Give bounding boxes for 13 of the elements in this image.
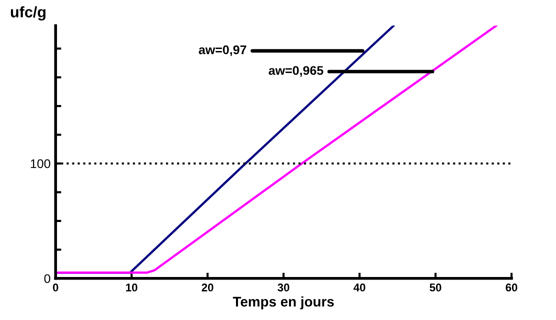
y-axis-title: ufc/g [10, 6, 46, 21]
x-tick-label: 60 [506, 284, 518, 292]
x-tick-label: 30 [278, 284, 290, 292]
x-tick-label: 0 [52, 284, 58, 292]
y-tick-label: 100 [30, 159, 50, 168]
x-tick-label: 40 [354, 284, 366, 292]
x-tick-label: 10 [126, 284, 138, 292]
annotation: aw=0,97 [198, 45, 246, 56]
x-axis-title: Temps en jours [232, 296, 334, 310]
annotation: aw=0,965 [268, 66, 324, 77]
x-tick-label: 50 [430, 284, 442, 292]
x-tick-label: 20 [202, 284, 214, 292]
line-series [56, 26, 498, 274]
